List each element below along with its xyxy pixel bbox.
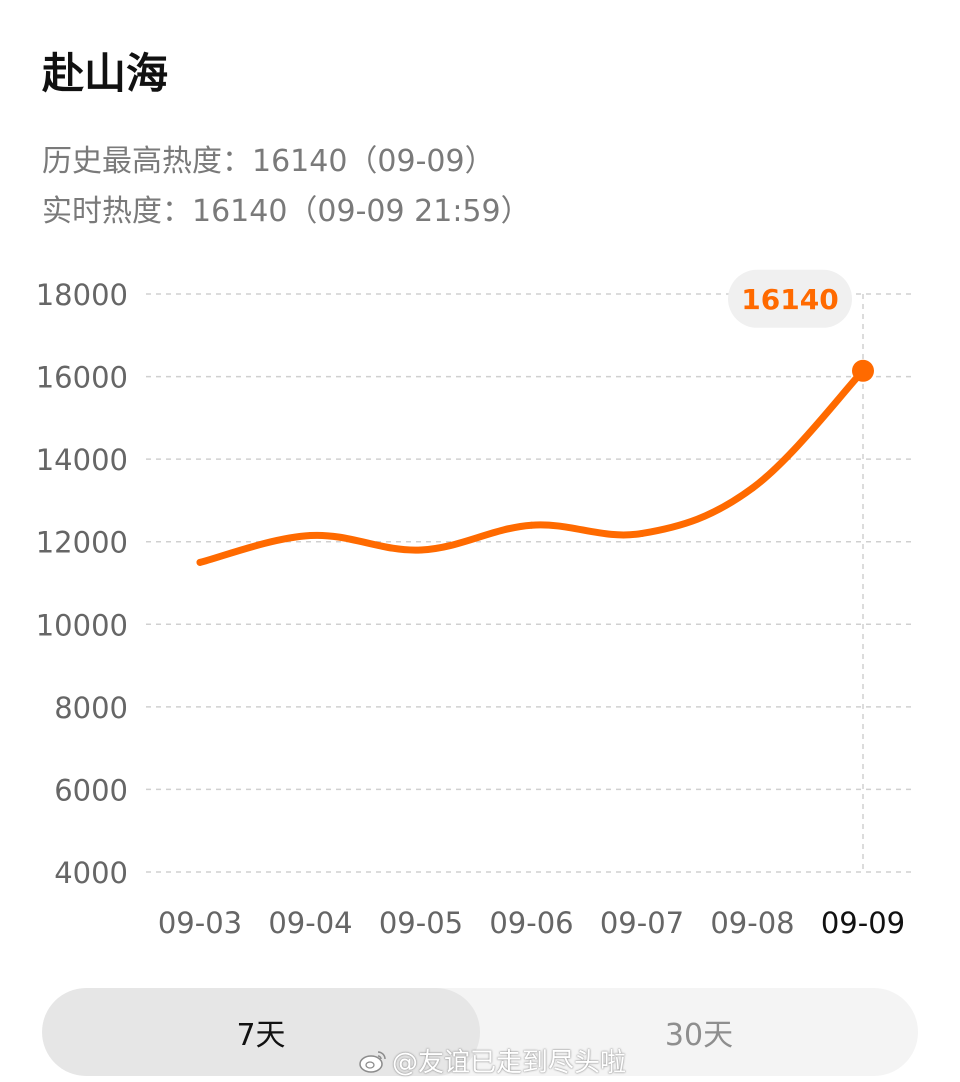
y-tick-label: 4000 bbox=[54, 856, 128, 890]
y-tick-label: 14000 bbox=[36, 443, 128, 477]
x-tick-label: 09-09 bbox=[821, 906, 905, 940]
x-tick-label: 09-03 bbox=[158, 906, 242, 940]
realtime-heat-text: 实时热度：16140（09-09 21:59） bbox=[42, 194, 531, 229]
watermark-text: @友谊已走到尽头啦 bbox=[392, 1048, 627, 1078]
y-tick-label: 6000 bbox=[54, 773, 128, 807]
x-tick-label: 09-06 bbox=[489, 906, 573, 940]
watermark: @友谊已走到尽头啦 bbox=[358, 1042, 626, 1079]
series-line bbox=[196, 367, 867, 566]
data-point bbox=[528, 521, 535, 529]
page-title: 赴山海 bbox=[42, 49, 169, 98]
x-tick-label: 09-05 bbox=[379, 906, 463, 940]
range-tabs: 7天 30天 bbox=[42, 988, 918, 1076]
x-tick-label: 09-07 bbox=[600, 906, 684, 940]
y-tick-label: 18000 bbox=[36, 278, 128, 312]
data-point bbox=[749, 484, 756, 492]
weibo-icon bbox=[359, 1050, 386, 1073]
value-bubble bbox=[728, 269, 852, 328]
data-point bbox=[417, 546, 425, 554]
peak-heat-text: 历史最高热度：16140（09-09） bbox=[42, 144, 495, 179]
data-point bbox=[307, 532, 314, 540]
x-tick-label: 09-04 bbox=[268, 906, 352, 940]
y-tick-label: 8000 bbox=[54, 691, 128, 725]
data-point bbox=[638, 529, 646, 537]
value-bubble-label: 16140 bbox=[741, 283, 838, 316]
tab-30-days[interactable]: 30天 bbox=[664, 1018, 734, 1053]
heat-line-chart: 18000 16000 14000 12000 10000 8000 6000 4000 09-… bbox=[36, 269, 916, 940]
data-point bbox=[196, 558, 204, 566]
y-tick-label: 10000 bbox=[36, 608, 128, 642]
y-tick-label: 16000 bbox=[36, 361, 128, 395]
y-tick-label: 12000 bbox=[36, 526, 128, 560]
tab-7-days[interactable]: 7天 bbox=[42, 988, 480, 1076]
x-tick-label: 09-08 bbox=[710, 906, 794, 940]
highlight-point bbox=[852, 359, 874, 382]
